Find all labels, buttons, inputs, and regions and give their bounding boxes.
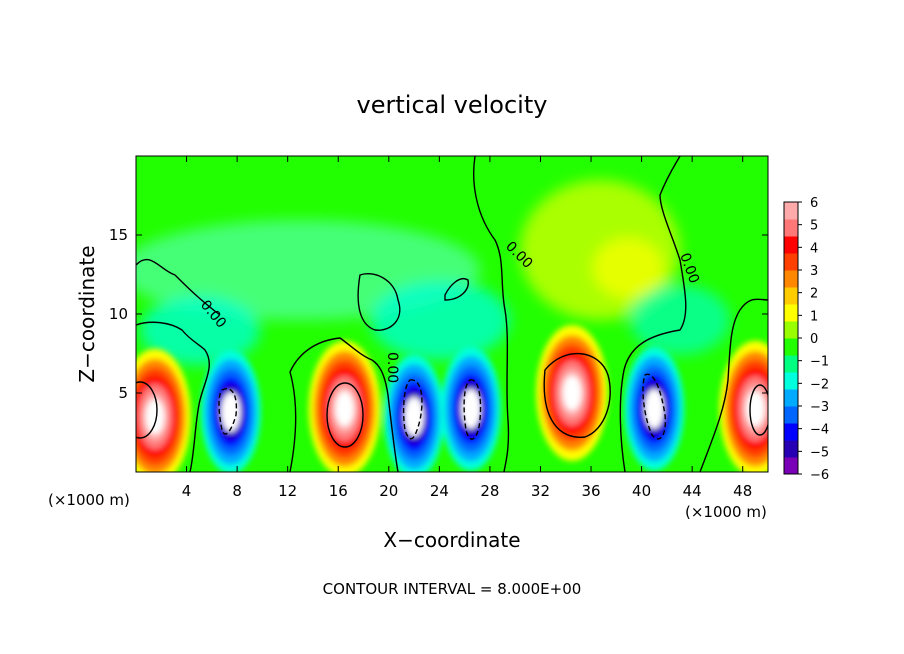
colorbar-swatch [784,423,798,441]
colorbar-tick-label: −5 [810,445,829,460]
x-tick-label: 32 [531,482,550,500]
colorbar-swatch [784,355,798,373]
velocity-cell [404,396,424,437]
zero-contour-3 [289,337,399,472]
down-contour-3 [463,379,482,440]
velocity-cell [746,391,765,427]
colorbar-tick-label: −6 [810,468,829,483]
colorbar-tick-label: 0 [810,332,818,347]
colorbar-swatch [784,219,798,237]
upper-vortex-contour-4 [749,384,768,436]
colorbar: 6 5 4 3 2 1 0 −1 −2 −3 −4 −5 −6 [783,196,829,483]
velocity-cells [136,325,768,472]
x-tick-label: 16 [329,482,348,500]
zero-contour-8 [699,298,768,472]
contour-lines [136,156,768,472]
contour-interval-note: CONTOUR INTERVAL = 8.000E+00 [323,580,582,598]
down-contour-4 [642,373,667,440]
velocity-cell [335,391,354,427]
zero-contour-1 [136,258,221,316]
x-tick-label: 44 [683,482,702,500]
colorbar-swatch [784,202,798,220]
x-tick-label: 48 [733,482,752,500]
colorbar-swatch [784,372,798,390]
upper-vortex-contour-2 [326,382,364,448]
colorbar-swatch [784,321,798,339]
zero-contour-6 [444,278,469,301]
colorbar-tick-label: 1 [810,309,818,324]
colorbar-tick-label: 2 [810,287,818,302]
colorbar-tick-label: 6 [810,196,818,211]
y-tick-label: 5 [118,384,128,402]
velocity-cell [461,388,481,429]
x-tick-label: 28 [480,482,499,500]
x-unit-label-right: (×1000 m) [685,503,767,521]
upper-yellow-core [593,238,663,298]
colorbar-swatch [784,236,798,254]
colorbar-swatch [784,270,798,288]
y-axis-ticks: 5 10 15 [109,226,768,402]
colorbar-swatch [784,406,798,424]
mid-cyan-area [370,280,510,360]
colorbar-tick-label: −3 [810,400,829,415]
velocity-cell [562,375,582,411]
x-tick-label: 20 [379,482,398,500]
colorbar-swatch [784,389,798,407]
upper-vortex-contour-1 [136,381,158,439]
x-tick-label: 8 [232,482,242,500]
colorbar-swatch [784,253,798,271]
velocity-cell [644,388,664,429]
chart-title: vertical velocity [357,91,548,119]
x-unit-label-left: (×1000 m) [48,491,130,509]
x-tick-label: 24 [430,482,449,500]
right-cyan-area [630,285,730,355]
velocity-cell [221,392,241,432]
colorbar-tick-label: −4 [810,423,829,438]
x-tick-label: 4 [182,482,192,500]
x-tick-label: 36 [581,482,600,500]
colorbar-tick-label: −1 [810,355,829,370]
colorbar-tick-label: 5 [810,219,818,234]
down-contour-1 [218,388,238,435]
zero-contour-2 [136,321,210,472]
down-contour-2 [402,379,423,440]
colorbar-swatch [784,457,798,475]
x-axis-label: X−coordinate [383,528,520,552]
colorbar-tick-label: −2 [810,377,829,392]
x-tick-label: 12 [278,482,297,500]
x-tick-label: 40 [632,482,651,500]
y-axis-label: Z−coordinate [75,245,99,382]
contour-label: 0.00 [384,352,400,383]
zero-contour-7 [619,156,687,472]
zero-contour-5 [473,156,510,472]
y-tick-label: 15 [109,226,128,244]
zero-contour-4 [357,273,401,331]
colorbar-tick-label: 4 [810,241,818,256]
colorbar-tick-label: 3 [810,264,818,279]
upper-vortex-contour-3 [543,353,611,438]
y-tick-label: 10 [109,305,128,323]
colorbar-swatch [784,338,798,356]
velocity-cell [145,399,165,435]
left-cyan-area [140,295,260,365]
colorbar-swatch [784,440,798,458]
x-axis-ticks: 4 8 12 16 20 24 28 32 36 40 44 48 [182,156,752,500]
colorbar-swatch [784,287,798,305]
colorbar-swatch [784,304,798,322]
